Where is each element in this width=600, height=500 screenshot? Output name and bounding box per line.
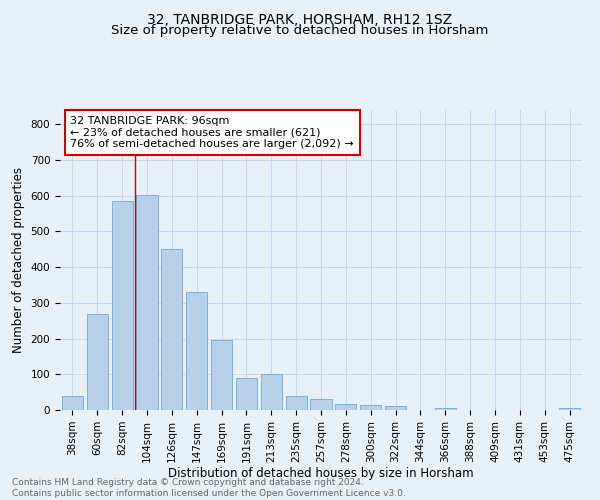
Bar xyxy=(186,292,207,410)
Bar xyxy=(62,396,83,410)
Bar xyxy=(87,314,108,410)
Text: Contains HM Land Registry data © Crown copyright and database right 2024.
Contai: Contains HM Land Registry data © Crown c… xyxy=(12,478,406,498)
X-axis label: Distribution of detached houses by size in Horsham: Distribution of detached houses by size … xyxy=(168,468,474,480)
Bar xyxy=(435,408,456,410)
Bar xyxy=(310,400,332,410)
Bar xyxy=(559,408,580,410)
Bar xyxy=(286,396,307,410)
Bar xyxy=(385,406,406,410)
Bar xyxy=(261,374,282,410)
Bar xyxy=(112,201,133,410)
Bar xyxy=(236,378,257,410)
Text: Size of property relative to detached houses in Horsham: Size of property relative to detached ho… xyxy=(112,24,488,37)
Bar xyxy=(360,404,381,410)
Bar xyxy=(136,194,158,410)
Y-axis label: Number of detached properties: Number of detached properties xyxy=(12,167,25,353)
Text: 32, TANBRIDGE PARK, HORSHAM, RH12 1SZ: 32, TANBRIDGE PARK, HORSHAM, RH12 1SZ xyxy=(148,12,452,26)
Bar xyxy=(211,340,232,410)
Bar xyxy=(161,248,182,410)
Text: 32 TANBRIDGE PARK: 96sqm
← 23% of detached houses are smaller (621)
76% of semi-: 32 TANBRIDGE PARK: 96sqm ← 23% of detach… xyxy=(70,116,354,149)
Bar xyxy=(335,404,356,410)
